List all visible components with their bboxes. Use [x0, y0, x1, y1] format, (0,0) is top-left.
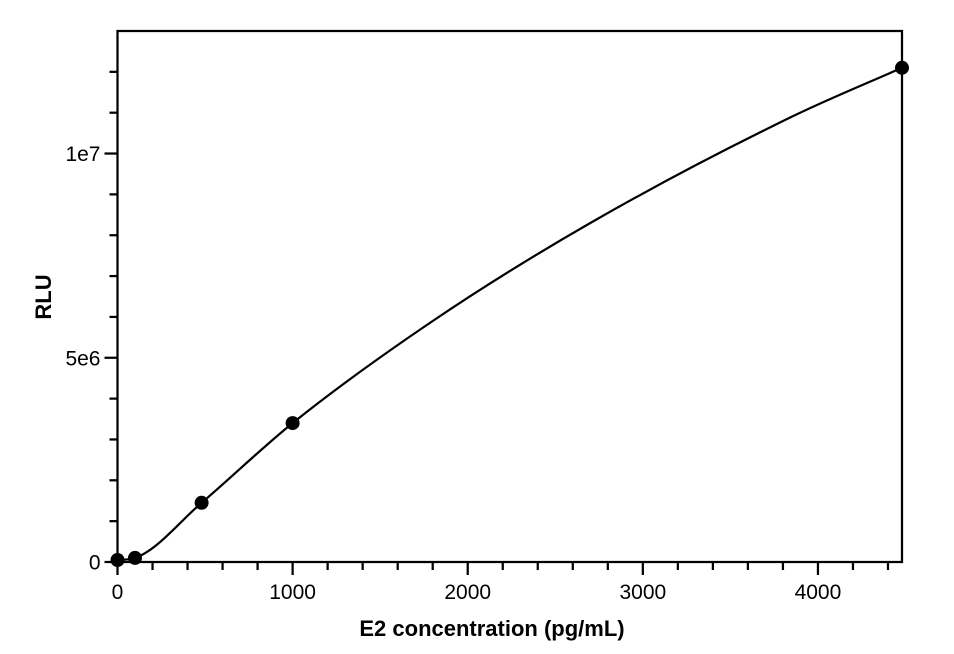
plot-frame [116, 29, 904, 564]
data-point-marker [285, 416, 300, 431]
x-axis-tick-label: 3000 [619, 581, 666, 604]
x-axis-tick-label: 0 [112, 581, 124, 604]
y-axis-tick-label: 5e6 [65, 347, 100, 370]
x-axis-tick-label: 4000 [795, 581, 842, 604]
y-axis-tick-label: 0 [89, 552, 101, 575]
x-axis-tick-label: 2000 [444, 581, 491, 604]
x-axis-tick-label: 1000 [269, 581, 316, 604]
data-point-marker [194, 495, 209, 510]
data-point-marker [128, 550, 142, 565]
fit-curve-line [117, 66, 903, 562]
x-axis-title: E2 concentration (pg/mL) [359, 616, 625, 641]
data-point-marker [110, 553, 125, 567]
y-axis-tick-label: 1e7 [65, 143, 100, 166]
y-axis-title: RLU [31, 274, 56, 320]
data-point-marker [895, 60, 909, 75]
